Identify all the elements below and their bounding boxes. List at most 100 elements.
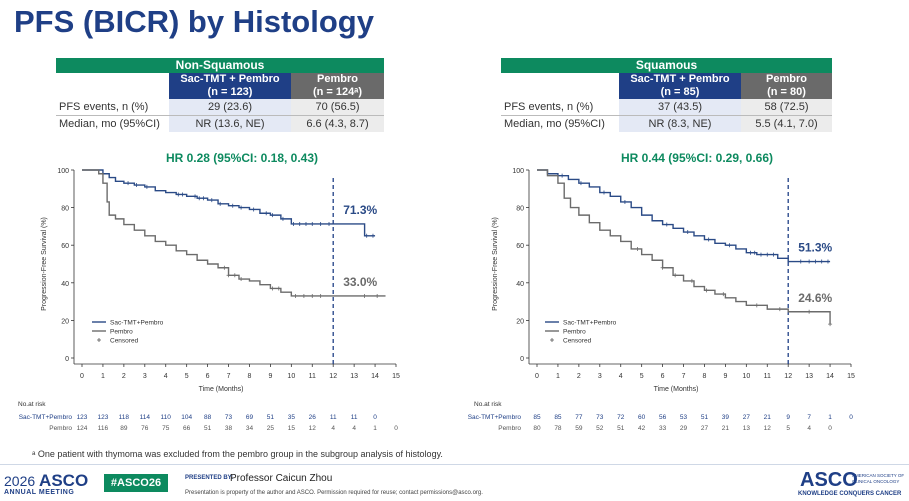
- x-tick-label: 2: [122, 373, 126, 380]
- at-risk-value: 5: [786, 425, 790, 432]
- at-risk-value: 4: [331, 425, 335, 432]
- at-risk-value: 42: [638, 425, 646, 432]
- censor-mark: [291, 221, 296, 226]
- cell-sac: NR (8.3, NE): [619, 115, 741, 132]
- at-risk-value: 110: [161, 414, 172, 421]
- at-risk-value: 72: [617, 414, 625, 421]
- x-tick-label: 0: [80, 373, 84, 380]
- x-tick-label: 6: [206, 373, 210, 380]
- at-risk-value: 60: [638, 414, 646, 421]
- censor-mark: [218, 201, 223, 206]
- asco-logo: ASCO: [800, 469, 858, 491]
- censor-mark: [622, 199, 627, 204]
- x-tick-label: 5: [640, 373, 644, 380]
- row-label: PFS events, n (%): [56, 99, 169, 116]
- x-tick-label: 0: [535, 373, 539, 380]
- y-tick-label: 100: [57, 168, 69, 175]
- hashtag-badge: #ASCO26: [104, 474, 168, 492]
- x-tick-label: 14: [371, 373, 379, 380]
- at-risk-value: 11: [351, 414, 358, 421]
- at-risk-value: 89: [120, 425, 128, 432]
- censor-mark: [222, 265, 227, 270]
- at-risk-value: 53: [680, 414, 688, 421]
- meeting-logo: 2026 ASCO: [4, 471, 89, 490]
- censor-mark: [297, 221, 302, 226]
- at-risk-value: 9: [786, 414, 790, 421]
- censor-mark: [310, 221, 315, 226]
- at-risk-title: No.at risk: [18, 401, 46, 408]
- legend-label: Sac-TMT+Pembro: [563, 320, 617, 327]
- censor-mark: [201, 196, 206, 201]
- at-risk-value: 85: [554, 414, 562, 421]
- cell-sac: 37 (43.5): [619, 99, 741, 116]
- censor-mark: [752, 250, 757, 255]
- at-risk-value: 7: [807, 414, 811, 421]
- arm-header-pembro: Pembro (n = 80): [741, 73, 833, 99]
- censor-mark: [293, 293, 298, 298]
- km-chart-squamous: HR 0.44 (95%CI: 0.29, 0.66)0204060801000…: [468, 151, 855, 432]
- x-tick-label: 12: [784, 373, 792, 380]
- censor-mark: [144, 184, 149, 189]
- censor-mark: [660, 265, 665, 270]
- y-tick-label: 80: [61, 206, 69, 213]
- footnote: ᵃ One patient with thymoma was excluded …: [32, 449, 443, 459]
- at-risk-value: 76: [141, 425, 149, 432]
- at-risk-value: 123: [98, 414, 109, 421]
- x-tick-label: 7: [682, 373, 686, 380]
- at-risk-value: 0: [828, 425, 832, 432]
- at-risk-value: 34: [246, 425, 254, 432]
- legend-censor-swatch: [97, 338, 101, 342]
- arm-header-pembro: Pembro (n = 124ᵃ): [291, 73, 385, 99]
- censor-mark: [807, 309, 812, 314]
- at-risk-value: 21: [764, 414, 772, 421]
- cell-sac: 29 (23.6): [169, 99, 291, 116]
- at-risk-value: 29: [680, 425, 688, 432]
- censor-mark: [765, 252, 770, 257]
- censor-mark: [673, 273, 678, 278]
- at-risk-value: 12: [309, 425, 317, 432]
- x-tick-label: 4: [164, 373, 168, 380]
- censor-mark: [310, 293, 315, 298]
- censor-mark: [370, 233, 375, 238]
- y-tick-label: 100: [512, 168, 524, 175]
- x-tick-label: 1: [556, 373, 560, 380]
- y-tick-label: 60: [516, 243, 524, 250]
- censor-mark: [375, 293, 380, 298]
- at-risk-row-label: Pembro: [498, 425, 521, 432]
- censor-mark: [134, 183, 139, 188]
- at-risk-value: 73: [596, 414, 604, 421]
- censor-mark: [232, 273, 237, 278]
- row-label: Median, mo (95%CI): [504, 117, 605, 130]
- censor-mark: [771, 252, 776, 257]
- at-risk-value: 51: [617, 425, 625, 432]
- censor-mark: [230, 203, 235, 208]
- censor-mark: [807, 259, 812, 264]
- disclaimer: Presentation is property of the author a…: [185, 490, 483, 496]
- at-risk-value: 80: [533, 425, 541, 432]
- legend-label: Censored: [563, 338, 592, 345]
- at-risk-value: 123: [77, 414, 88, 421]
- x-tick-label: 6: [661, 373, 665, 380]
- hazard-ratio-title: HR 0.28 (95%CI: 0.18, 0.43): [166, 151, 318, 165]
- x-axis-label: Time (Months): [199, 386, 244, 393]
- censor-mark: [126, 181, 131, 186]
- cell-pembro: 5.5 (4.1, 7.0): [741, 115, 833, 132]
- censor-mark: [197, 196, 202, 201]
- cell-pembro: 70 (56.5): [291, 99, 385, 116]
- x-axis-label: Time (Months): [654, 386, 699, 393]
- censor-mark: [748, 250, 753, 255]
- x-tick-label: 11: [764, 373, 771, 380]
- censor-mark: [362, 293, 367, 298]
- censor-mark: [303, 221, 308, 226]
- at-risk-value: 56: [659, 414, 667, 421]
- landmark-label-pembro: 24.6%: [798, 291, 832, 305]
- y-tick-label: 40: [516, 281, 524, 288]
- x-tick-label: 8: [248, 373, 252, 380]
- at-risk-value: 59: [575, 425, 583, 432]
- at-risk-row-label: Sac-TMT+Pembro: [19, 414, 73, 421]
- censor-mark: [819, 259, 824, 264]
- at-risk-value: 39: [722, 414, 730, 421]
- censor-mark: [364, 233, 369, 238]
- x-tick-label: 3: [143, 373, 147, 380]
- at-risk-value: 33: [659, 425, 667, 432]
